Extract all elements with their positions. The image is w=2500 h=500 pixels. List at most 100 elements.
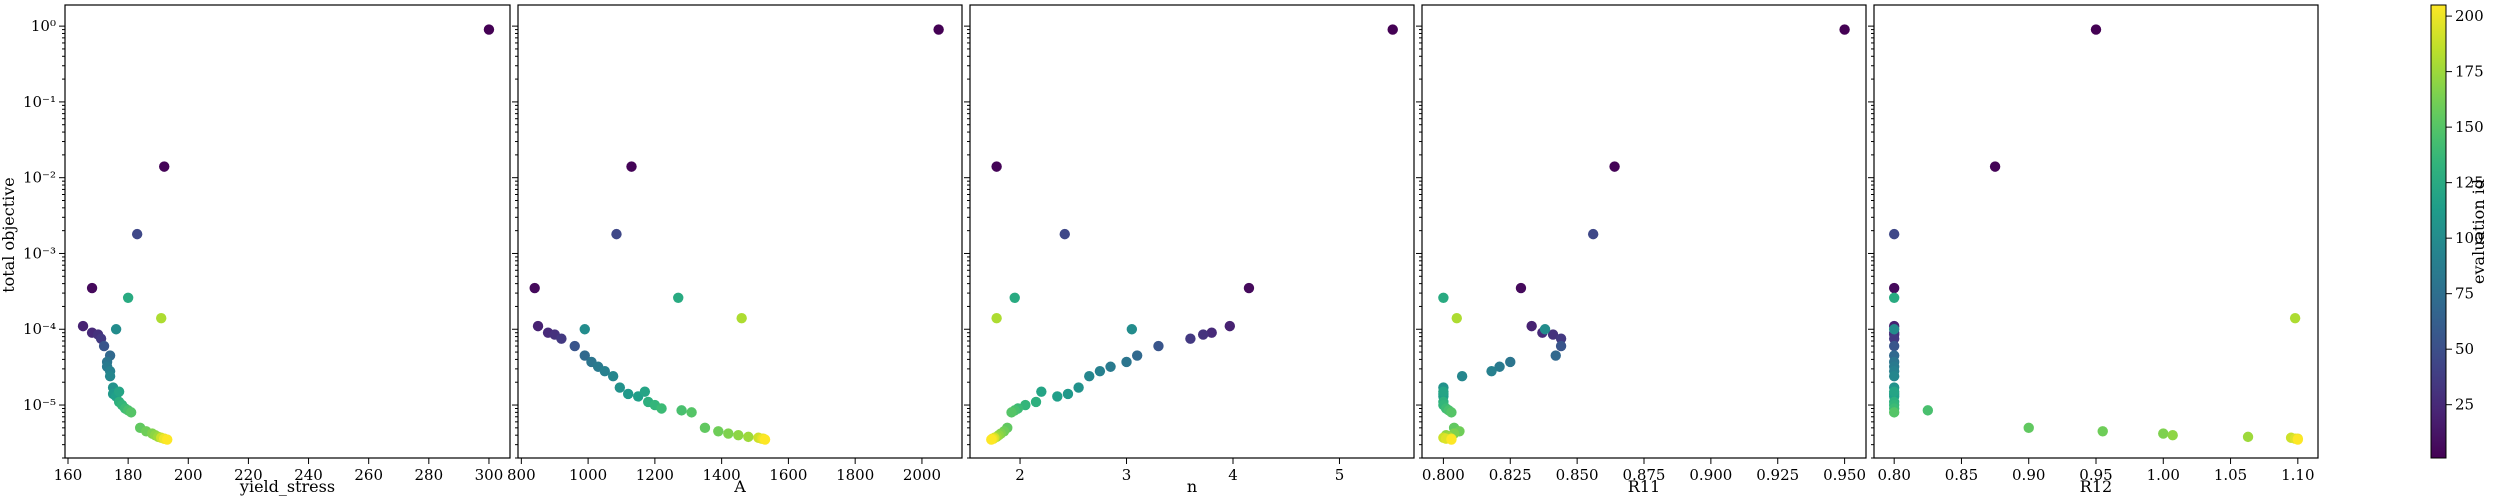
x-tick-label: 800 bbox=[507, 466, 536, 484]
data-point bbox=[1456, 371, 1468, 382]
data-point bbox=[1059, 228, 1070, 240]
data-point bbox=[2097, 426, 2108, 437]
data-point bbox=[1036, 386, 1047, 397]
data-point bbox=[1030, 396, 1042, 408]
data-point bbox=[1888, 386, 1900, 397]
data-point bbox=[1206, 327, 1217, 338]
data-point bbox=[1539, 324, 1551, 335]
panels: 10⁻⁵ 10⁻⁴ 10⁻³ 10⁻² 10⁻¹ 10⁰ 160 180 200 220 240 26… bbox=[23, 4, 2319, 496]
panel-3: 2 3 4 5 n bbox=[964, 4, 1415, 496]
x-tick-label: 1.05 bbox=[2214, 466, 2247, 484]
x-tick-label: 0.80 bbox=[1877, 466, 1910, 484]
data-point bbox=[1494, 361, 1505, 372]
data-point bbox=[122, 292, 134, 304]
data-point bbox=[1052, 391, 1063, 402]
data-point bbox=[713, 426, 724, 437]
data-point bbox=[1839, 24, 1850, 35]
y-tick-label: 10⁻¹ bbox=[23, 93, 56, 111]
data-point bbox=[736, 312, 747, 324]
colorbar-label: evaluation id bbox=[2469, 179, 2488, 284]
data-point bbox=[1587, 228, 1599, 240]
axes-frame bbox=[1873, 4, 2319, 459]
colorbar-tick-label: 150 bbox=[2455, 118, 2484, 136]
data-point bbox=[676, 405, 687, 416]
data-point bbox=[1006, 407, 1017, 418]
data-point bbox=[1451, 312, 1462, 324]
data-point bbox=[673, 292, 684, 304]
data-point bbox=[1185, 333, 1196, 344]
data-point bbox=[1197, 329, 1209, 340]
x-tick-label: 0.825 bbox=[1489, 466, 1532, 484]
y-tick-label: 10⁻³ bbox=[23, 244, 56, 262]
data-point bbox=[532, 320, 544, 332]
x-tick-label: 0.950 bbox=[1823, 466, 1866, 484]
y-tick-label: 10⁻⁵ bbox=[23, 396, 56, 414]
colorbar-tick-label: 175 bbox=[2455, 63, 2484, 81]
data-point bbox=[131, 228, 143, 240]
data-point bbox=[2158, 428, 2169, 439]
panel-4: 0.800 0.825 0.850 0.875 0.900 0.925 0.950 R11 bbox=[1416, 4, 1867, 496]
axes-frame bbox=[517, 4, 963, 459]
data-point bbox=[110, 324, 122, 335]
x-tick-label: 220 bbox=[234, 466, 263, 484]
data-point bbox=[1888, 228, 1900, 240]
data-point bbox=[113, 386, 125, 397]
colorbar-tick-label: 100 bbox=[2455, 229, 2484, 247]
data-point bbox=[1073, 382, 1084, 393]
data-point bbox=[1009, 292, 1020, 304]
colorbar-tick-label: 125 bbox=[2455, 174, 2484, 192]
data-point bbox=[1446, 407, 1457, 418]
x-tick-label: 1400 bbox=[703, 466, 741, 484]
data-point bbox=[986, 434, 997, 445]
data-point bbox=[622, 388, 634, 400]
data-point bbox=[686, 407, 697, 418]
data-point bbox=[759, 434, 771, 445]
data-point bbox=[1888, 333, 1900, 344]
x-tick-label: 1800 bbox=[836, 466, 874, 484]
data-point bbox=[933, 24, 944, 35]
x-tick-label: 260 bbox=[354, 466, 383, 484]
data-point bbox=[1888, 407, 1900, 418]
data-point bbox=[1609, 161, 1620, 172]
x-tick-label: 0.850 bbox=[1556, 466, 1599, 484]
data-point bbox=[2023, 422, 2034, 434]
data-point bbox=[529, 282, 540, 294]
data-point bbox=[1555, 333, 1567, 344]
data-point bbox=[2167, 429, 2178, 441]
colorbar-tick-label: 75 bbox=[2455, 285, 2474, 303]
data-point bbox=[579, 324, 590, 335]
data-point bbox=[1555, 340, 1567, 352]
data-point bbox=[1989, 161, 2001, 172]
panel-5: 0.80 0.85 0.90 0.95 1.00 1.05 1.10 R12 bbox=[1868, 4, 2319, 496]
colorbar-tick-label: 50 bbox=[2455, 340, 2474, 358]
data-point bbox=[159, 161, 170, 172]
data-point bbox=[2242, 431, 2254, 443]
data-point bbox=[1888, 292, 1900, 304]
data-point bbox=[1446, 434, 1457, 445]
data-point bbox=[656, 403, 667, 414]
x-tick-label: 4 bbox=[1228, 466, 1238, 484]
x-tick-label: 0.95 bbox=[2079, 466, 2112, 484]
x-tick-label: 300 bbox=[475, 466, 504, 484]
data-point bbox=[1105, 361, 1116, 372]
data-point bbox=[1121, 356, 1132, 368]
data-point bbox=[483, 24, 495, 35]
data-point bbox=[1243, 282, 1255, 294]
data-point bbox=[1505, 356, 1516, 368]
data-point bbox=[569, 340, 580, 352]
y-tick-label: 10⁻⁴ bbox=[23, 320, 56, 338]
y-axis-label: total objective bbox=[0, 177, 18, 293]
data-point bbox=[104, 371, 116, 382]
x-tick-label: 1000 bbox=[569, 466, 607, 484]
data-point bbox=[1131, 350, 1143, 361]
x-axis-label: R11 bbox=[1628, 477, 1660, 496]
x-tick-label: 200 bbox=[174, 466, 203, 484]
data-point bbox=[1224, 320, 1235, 332]
colorbar-tick-label: 200 bbox=[2455, 7, 2484, 25]
data-point bbox=[743, 431, 754, 443]
data-point bbox=[156, 312, 167, 324]
x-tick-label: 0.90 bbox=[2012, 466, 2045, 484]
data-point bbox=[1526, 320, 1537, 332]
x-tick-label: 0.925 bbox=[1756, 466, 1799, 484]
